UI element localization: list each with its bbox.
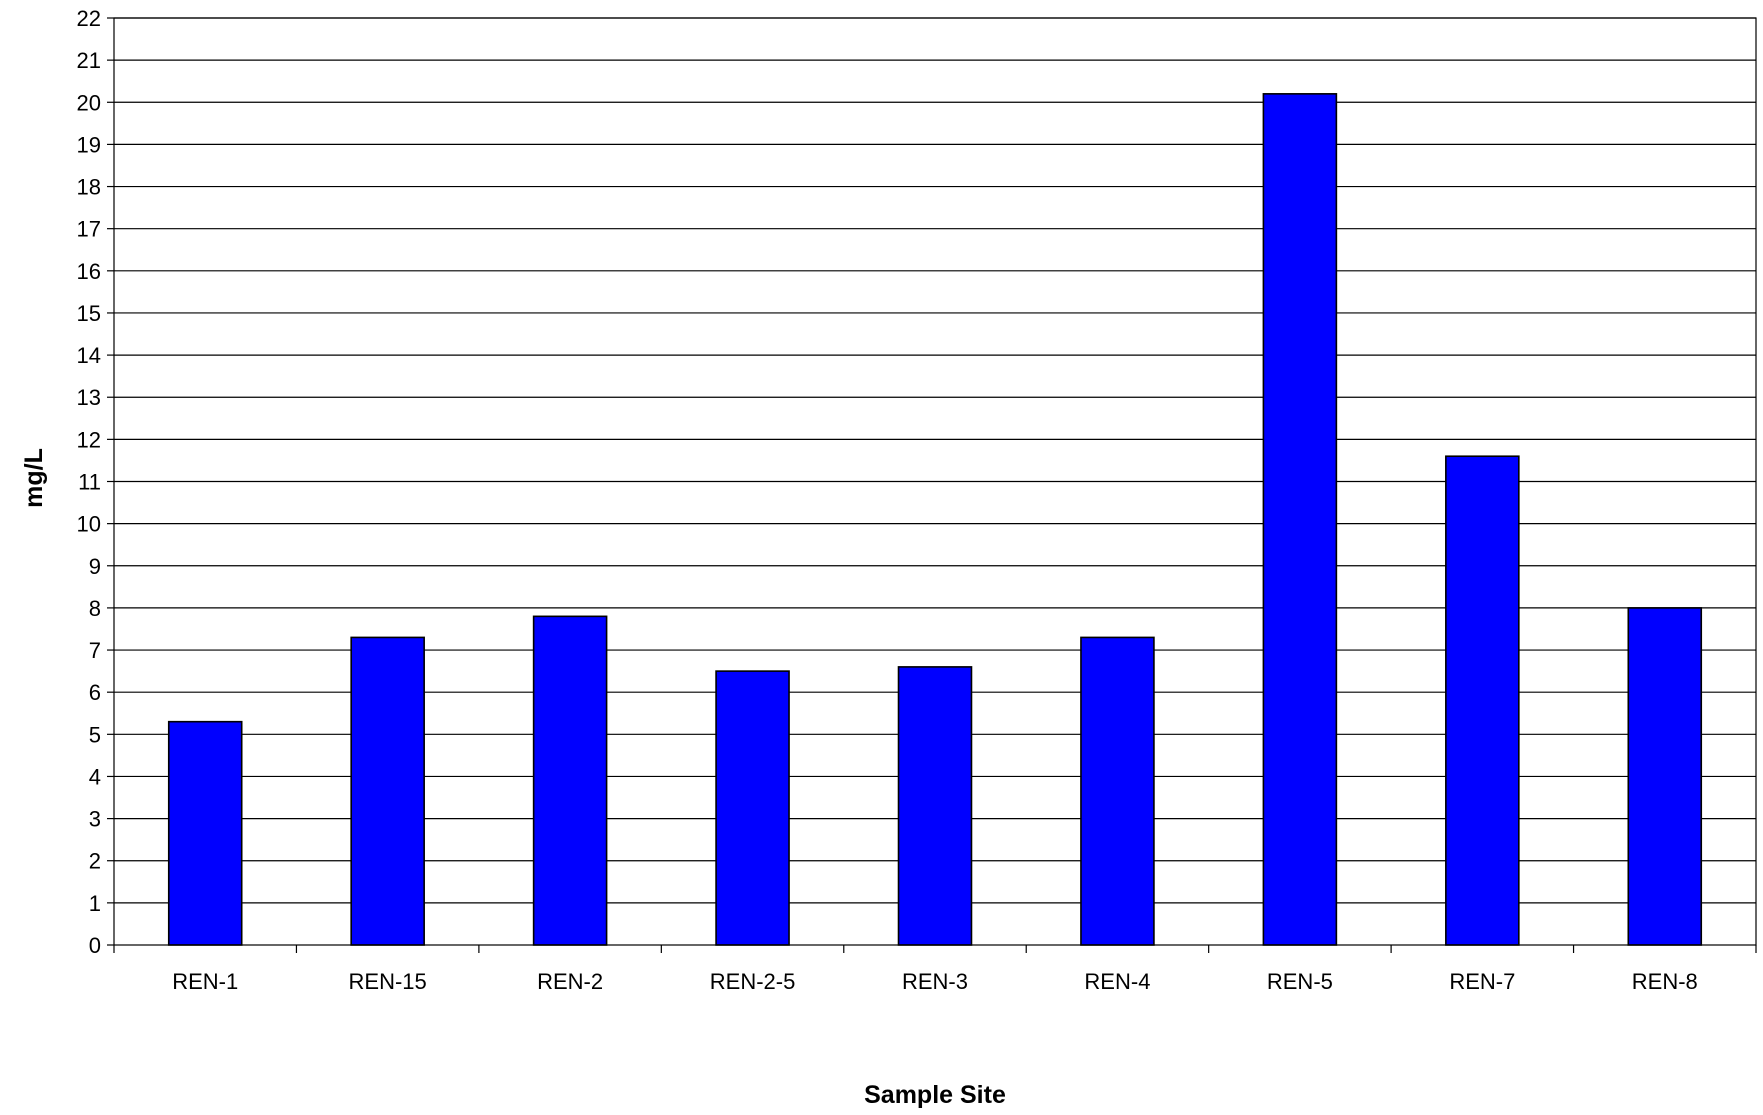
bar-ren-2: [532, 615, 608, 946]
axes: [107, 17, 1757, 953]
bar-ren-3: [897, 666, 973, 946]
y-axis-title: mg/L: [20, 448, 48, 508]
x-axis-title: Sample Site: [864, 1081, 1006, 1109]
y-tick-label: 18: [77, 175, 101, 200]
bar-ren-2-5: [715, 670, 790, 946]
y-tick-label: 6: [89, 680, 101, 705]
x-tick-label: REN-4: [1084, 969, 1150, 994]
y-tick-label: 7: [89, 638, 101, 663]
x-tick-labels: REN-1 REN-15 REN-2 REN-2-5 REN-3 REN-4 REN-5 RE…: [172, 969, 1698, 994]
x-tick-label: REN-3: [902, 969, 968, 994]
y-tick-label: 9: [89, 554, 101, 579]
y-tick-label: 21: [77, 48, 101, 73]
bar-ren-15: [350, 636, 425, 946]
y-tick-label: 8: [89, 596, 101, 621]
x-tick-label: REN-2-5: [710, 969, 796, 994]
bars: [167, 93, 1703, 946]
y-tick-label: 19: [77, 132, 101, 157]
bar-ren-5: [1262, 93, 1338, 946]
y-tick-label: 10: [77, 512, 101, 537]
y-tick-label: 3: [89, 807, 101, 832]
y-tick-label: 5: [89, 722, 101, 747]
y-tick-label: 14: [77, 343, 101, 368]
y-tick-label: 16: [77, 259, 101, 284]
x-tick-label: REN-15: [349, 969, 427, 994]
y-tick-label: 0: [89, 933, 101, 958]
y-tick-label: 17: [77, 217, 101, 242]
x-tick-label: REN-8: [1632, 969, 1698, 994]
y-tick-label: 11: [78, 470, 101, 495]
y-tick-label: 2: [89, 849, 101, 874]
y-tick-label: 22: [77, 6, 101, 31]
bar-ren-8: [1627, 607, 1703, 946]
plot-area-border: [113, 17, 1757, 946]
bar-ren-7: [1445, 455, 1520, 946]
y-tick-label: 1: [89, 891, 101, 916]
x-tick-label: REN-5: [1267, 969, 1333, 994]
y-tick-label: 12: [77, 427, 101, 452]
y-tick-label: 4: [89, 764, 101, 789]
x-tick-label: REN-1: [172, 969, 238, 994]
y-tick-label: 20: [77, 90, 101, 115]
y-tick-label: 15: [77, 301, 101, 326]
x-tick-label: REN-2: [537, 969, 603, 994]
bar-ren-4: [1080, 636, 1155, 946]
x-tick-label: REN-7: [1449, 969, 1515, 994]
bar-ren-1: [167, 720, 243, 946]
y-tick-label: 13: [77, 385, 101, 410]
